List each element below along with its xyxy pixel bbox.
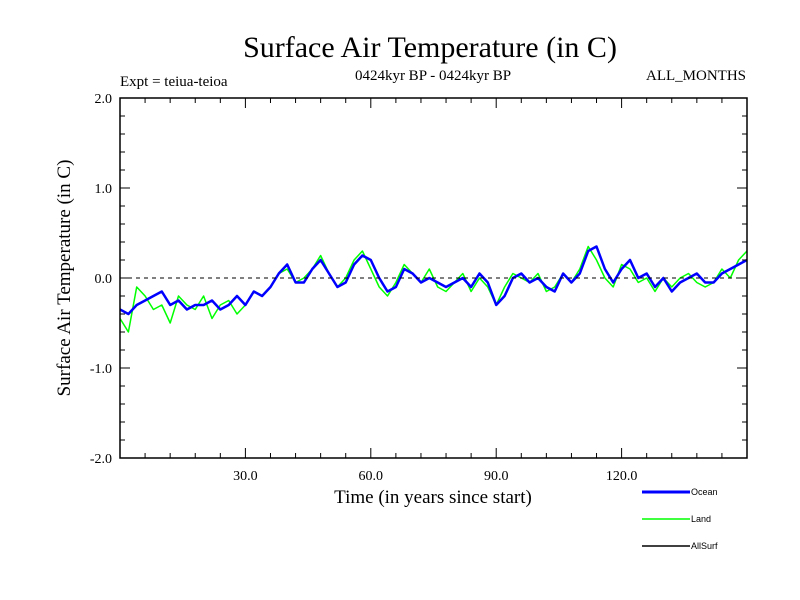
x-tick-label: 30.0: [233, 469, 258, 484]
x-tick-label: 90.0: [484, 469, 509, 484]
legend-ocean-label: Ocean: [691, 487, 718, 497]
y-tick-label: 2.0: [95, 92, 113, 107]
legend-allsurf-label: AllSurf: [691, 541, 718, 551]
subtitle-left: Expt = teiua-teioa: [120, 74, 228, 90]
y-axis-label: Surface Air Temperature (in C): [54, 160, 75, 397]
y-tick-label: -2.0: [90, 452, 112, 467]
series-line-ocean: [120, 245, 747, 316]
y-tick-label: -1.0: [90, 362, 112, 377]
y-tick-label: 0.0: [95, 272, 113, 287]
legend-land-label: Land: [691, 514, 711, 524]
y-tick-label: 1.0: [95, 182, 113, 197]
x-axis-label: Time (in years since start): [334, 487, 532, 508]
x-tick-label: 120.0: [606, 469, 638, 484]
subtitle-right: ALL_MONTHS: [646, 68, 746, 84]
chart-title: Surface Air Temperature (in C): [243, 31, 617, 64]
ticks-layer: 30.0 60.0 90.0 120.0 -2.0 -1.0 0.0 1.0 2.0: [90, 92, 747, 484]
subtitle-center: 0424kyr BP - 0424kyr BP: [355, 68, 511, 84]
x-tick-label: 60.0: [359, 469, 384, 484]
legend: Ocean Land AllSurf: [642, 487, 718, 551]
